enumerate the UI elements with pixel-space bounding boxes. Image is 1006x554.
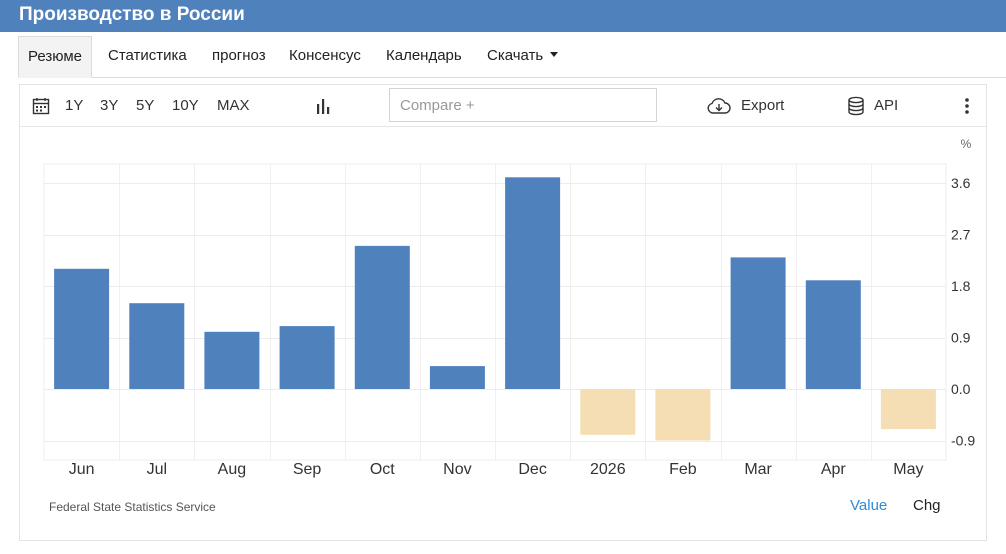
x-tick-label: Feb bbox=[669, 461, 697, 478]
x-tick-label: Nov bbox=[443, 461, 471, 478]
bar-sep[interactable] bbox=[279, 326, 335, 389]
source-label: Federal State Statistics Service bbox=[49, 500, 216, 514]
chg-toggle[interactable]: Chg bbox=[913, 497, 941, 514]
bar-2026[interactable] bbox=[580, 389, 636, 435]
x-tick-label: Apr bbox=[821, 461, 847, 478]
x-tick-label: Oct bbox=[370, 461, 395, 478]
x-tick-label: Dec bbox=[518, 461, 546, 478]
bar-chart-icon[interactable] bbox=[315, 97, 331, 115]
x-tick-label: Aug bbox=[218, 461, 246, 478]
database-icon[interactable] bbox=[847, 96, 865, 116]
chart-toolbar: 1Y 3Y 5Y 10Y MAX Export API bbox=[20, 85, 986, 127]
tab-forecast[interactable]: прогноз bbox=[212, 47, 266, 64]
bar-oct[interactable] bbox=[354, 245, 410, 389]
bar-jun[interactable] bbox=[54, 268, 110, 389]
x-tick-label: Jul bbox=[147, 461, 167, 478]
x-tick-label: Jun bbox=[69, 461, 95, 478]
header-bar: Производство в России bbox=[0, 0, 1006, 32]
y-tick-label: 0.9 bbox=[951, 330, 971, 346]
page-title: Производство в России bbox=[19, 4, 245, 25]
range-max-button[interactable]: MAX bbox=[217, 97, 250, 114]
tab-download[interactable]: Скачать bbox=[487, 36, 559, 78]
x-tick-label: Mar bbox=[744, 461, 772, 478]
tab-download-label: Скачать bbox=[487, 47, 544, 64]
x-tick-label: 2026 bbox=[590, 461, 626, 478]
bar-aug[interactable] bbox=[204, 331, 260, 389]
calendar-icon[interactable] bbox=[32, 97, 50, 115]
caret-down-icon bbox=[550, 52, 559, 57]
y-tick-label: 0.0 bbox=[951, 381, 971, 397]
bar-dec[interactable] bbox=[505, 177, 561, 389]
bar-apr[interactable] bbox=[805, 280, 861, 389]
y-tick-label: 1.8 bbox=[951, 278, 971, 294]
bar-may[interactable] bbox=[880, 389, 936, 430]
y-tick-label: 3.6 bbox=[951, 175, 971, 191]
range-5y-button[interactable]: 5Y bbox=[136, 97, 155, 114]
range-1y-button[interactable]: 1Y bbox=[65, 97, 84, 114]
compare-input[interactable] bbox=[389, 88, 657, 122]
cloud-download-icon[interactable] bbox=[706, 97, 732, 115]
y-tick-label: -0.9 bbox=[951, 433, 975, 449]
range-3y-button[interactable]: 3Y bbox=[100, 97, 119, 114]
tab-bar: Резюме Статистика прогноз Консенсус Кале… bbox=[18, 36, 1006, 78]
x-tick-label: May bbox=[893, 461, 923, 478]
tab-calendar[interactable]: Календарь bbox=[386, 47, 462, 64]
chart-panel: 1Y 3Y 5Y 10Y MAX Export API bbox=[19, 84, 987, 541]
tab-consensus[interactable]: Консенсус bbox=[289, 47, 361, 64]
y-unit-label: % bbox=[961, 137, 972, 151]
api-button[interactable]: API bbox=[874, 97, 899, 114]
bar-jul[interactable] bbox=[129, 303, 185, 389]
tab-summary[interactable]: Резюме bbox=[18, 36, 92, 78]
x-tick-label: Sep bbox=[293, 461, 322, 478]
more-vertical-icon[interactable] bbox=[964, 97, 970, 115]
range-10y-button[interactable]: 10Y bbox=[172, 97, 199, 114]
bar-feb[interactable] bbox=[655, 389, 711, 441]
export-button[interactable]: Export bbox=[741, 97, 785, 114]
tab-statistics[interactable]: Статистика bbox=[108, 47, 187, 64]
bar-mar[interactable] bbox=[730, 257, 786, 389]
value-toggle[interactable]: Value bbox=[850, 497, 888, 514]
y-tick-label: 2.7 bbox=[951, 227, 971, 243]
bar-nov[interactable] bbox=[429, 366, 485, 389]
